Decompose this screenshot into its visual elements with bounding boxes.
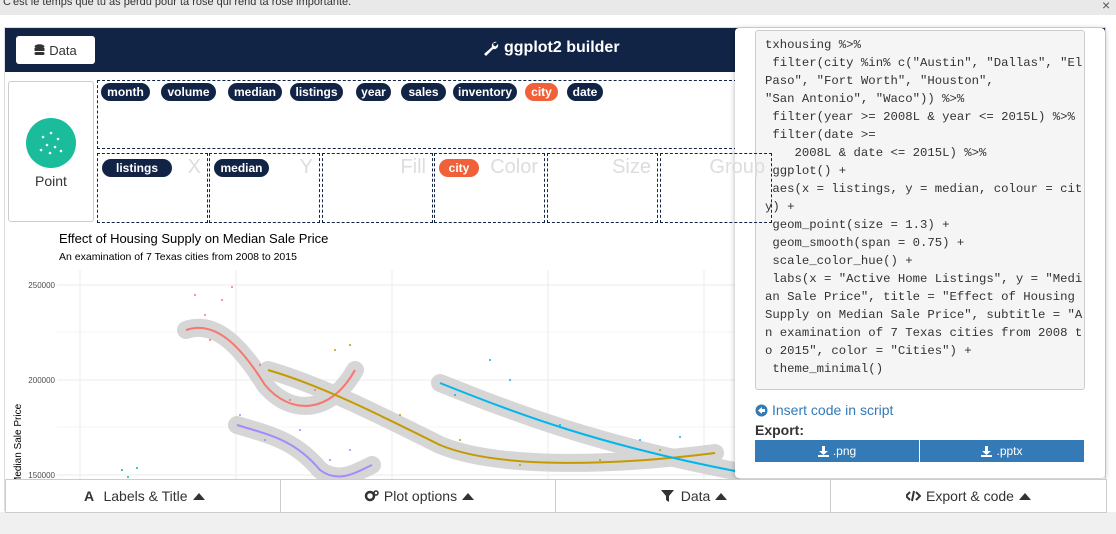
- insert-code-text: Insert code in script: [772, 402, 894, 418]
- export-button-label: .png: [832, 444, 857, 458]
- code-line: theme_minimal(): [765, 362, 884, 376]
- code-line: filter(year >= 2008L & year <= 2015L) %>…: [765, 110, 1075, 124]
- variable-pill[interactable]: month: [101, 83, 150, 101]
- drop-zone-label: Size: [612, 156, 651, 178]
- variable-pill[interactable]: listings: [102, 159, 172, 177]
- drop-zone-label: Color: [490, 156, 538, 178]
- variable-pill[interactable]: city: [525, 83, 558, 101]
- bottom-tab[interactable]: A Labels & Title: [5, 479, 283, 513]
- tab-icon: [660, 490, 674, 502]
- code-line: aes(x = listings, y = median, colour = c…: [765, 182, 1083, 196]
- code-line: filter(date >=: [765, 128, 876, 142]
- tab-label: Labels & Title: [103, 488, 188, 504]
- variable-pill[interactable]: city: [439, 159, 479, 177]
- drop-zone[interactable]: Group: [660, 153, 772, 223]
- drop-zone-label: X: [187, 156, 201, 178]
- bottom-tab[interactable]: Plot options: [280, 479, 558, 513]
- drop-zone-label: Fill: [400, 156, 426, 178]
- code-line: ggplot() +: [765, 164, 847, 178]
- variable-pill[interactable]: median: [228, 83, 282, 101]
- drop-zone[interactable]: Fill: [322, 153, 433, 223]
- code-line: txhousing %>%: [765, 38, 861, 52]
- points: [121, 286, 681, 478]
- banner-text: C'est le temps que tu as perdu pour ta r…: [3, 0, 352, 8]
- geom-box[interactable]: Point: [8, 81, 94, 222]
- header-title: ggplot2 builder: [483, 39, 620, 57]
- tab-icon: [364, 490, 379, 502]
- variable-pill[interactable]: sales: [401, 83, 446, 101]
- code-line: n examination of 7 Texas cities from 200…: [765, 326, 1083, 340]
- y-tick-label: 200000: [28, 376, 55, 385]
- arrow-icon: [755, 404, 768, 416]
- grid: [57, 270, 740, 479]
- code-line: Supply on Median Sale Price", subtitle =…: [765, 308, 1083, 322]
- variable-pill[interactable]: date: [567, 83, 603, 101]
- tab-icon: [906, 490, 922, 502]
- code-line: 2008L & date <= 2015L) %>%: [765, 146, 987, 160]
- tab-icon: A: [84, 489, 94, 503]
- insert-code-link[interactable]: Insert code in script: [755, 402, 893, 418]
- download-icon: [981, 445, 993, 457]
- code-box: [755, 30, 1085, 390]
- export-button[interactable]: .png: [755, 440, 919, 462]
- variable-pill[interactable]: inventory: [453, 83, 517, 101]
- smooth-lines: [185, 326, 740, 478]
- code-line: "San Antonio", "Waco")) %>%: [765, 92, 965, 106]
- drop-zone[interactable]: Size: [547, 153, 658, 223]
- code-line: labs(x = "Active Home Listings", y = "Me…: [765, 272, 1083, 286]
- caret: [192, 492, 205, 500]
- bottom-tab[interactable]: Export & code: [830, 479, 1107, 513]
- y-tick-label: 250000: [28, 281, 55, 290]
- code-line: o 2015", color = "Cities") +: [765, 344, 972, 358]
- geom-icon: [26, 118, 76, 168]
- code-line: filter(city %in% c("Austin", "Dallas", "…: [765, 56, 1083, 70]
- variable-pill[interactable]: median: [214, 159, 269, 177]
- export-button[interactable]: .pptx: [920, 440, 1084, 462]
- drop-zone-label: Y: [299, 156, 313, 178]
- variable-pill[interactable]: volume: [161, 83, 216, 101]
- plot-subtitle: An examination of 7 Texas cities from 20…: [59, 251, 297, 263]
- variable-pill[interactable]: listings: [290, 83, 343, 101]
- wrench-icon: [484, 41, 499, 56]
- export-label: Export:: [755, 422, 804, 438]
- download-icon: [817, 445, 829, 457]
- variable-pill[interactable]: year: [356, 83, 391, 101]
- banner: C'est le temps que tu as perdu pour ta r…: [0, 0, 1116, 15]
- header-title-text: ggplot2 builder: [504, 39, 620, 56]
- code-line: y) +: [765, 200, 795, 214]
- plot-title: Effect of Housing Supply on Median Sale …: [59, 231, 328, 246]
- geom-label: Point: [35, 173, 67, 189]
- code-panel: [735, 28, 1105, 478]
- y-tick-label: 150000: [28, 471, 55, 479]
- data-button-label: Data: [49, 42, 77, 58]
- export-button-label: .pptx: [996, 444, 1023, 458]
- close-button[interactable]: ×: [1102, 0, 1111, 13]
- code-line: geom_point(size = 1.3) +: [765, 218, 950, 232]
- code-line: an Sale Price", title = "Effect of Housi…: [765, 290, 1075, 304]
- caret: [715, 492, 728, 500]
- plot: Effect of Housing Supply on Median Sale …: [13, 231, 740, 479]
- code-line: geom_smooth(span = 0.75) +: [765, 236, 965, 250]
- code-line: scale_color_hue() +: [765, 254, 913, 268]
- code-line: Paso", "Fort Worth", "Houston",: [765, 74, 994, 88]
- data-button[interactable]: Data: [16, 36, 95, 64]
- caret: [462, 492, 475, 500]
- y-axis-label: Median Sale Price: [13, 403, 24, 479]
- tab-label: Export & code: [926, 488, 1014, 504]
- bottom-tab[interactable]: Data: [555, 479, 833, 513]
- caret: [1018, 492, 1031, 500]
- tab-label: Data: [680, 488, 711, 504]
- database-icon: [34, 44, 45, 55]
- svg-text:A: A: [84, 489, 94, 503]
- footer: [0, 512, 1116, 534]
- tab-label: Plot options: [383, 488, 458, 504]
- drop-zone[interactable]: Color city: [434, 153, 545, 223]
- drop-zone-label: Group: [709, 156, 765, 178]
